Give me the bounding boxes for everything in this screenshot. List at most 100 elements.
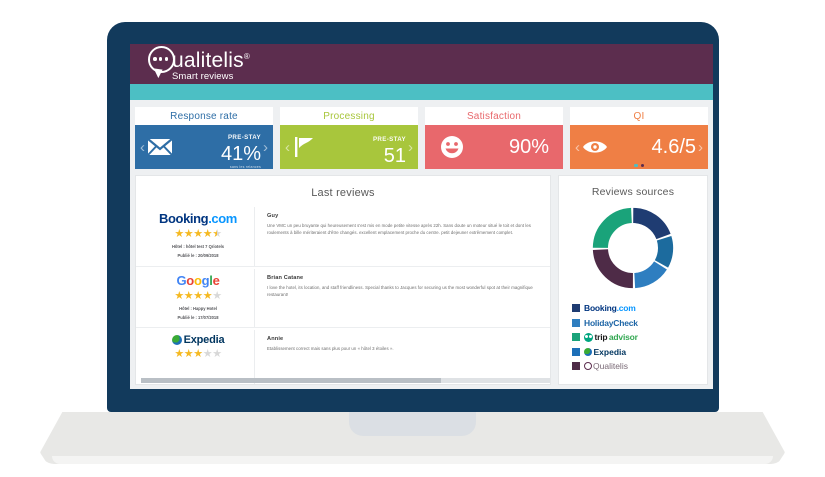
- legend-item-tripadvisor[interactable]: trip advisor: [572, 332, 707, 342]
- kpi-value-block: PRE-STAY 51: [320, 128, 408, 167]
- tripadvisor-owl-icon: [584, 332, 593, 342]
- kpi-body[interactable]: 90%: [425, 125, 563, 169]
- review-source-block: Google ★★★★★ Hôtel : Happy Hotel Publié …: [142, 269, 254, 327]
- legend-swatch: [572, 333, 580, 341]
- chart-legend: Booking.com HolidayCheck trip advisor Exp…: [572, 303, 707, 371]
- laptop-base-edge: [52, 456, 773, 464]
- review-date: Publié le : 20/09/2018: [177, 253, 219, 258]
- kpi-subtitle: PRE-STAY: [227, 133, 261, 141]
- eye-icon: [580, 138, 610, 156]
- review-text: Une VMC un peu bruyante qui heureusement…: [267, 223, 532, 235]
- rating-stars: ★★★★★: [174, 290, 222, 302]
- review-text: I love the hotel, its location, and staf…: [267, 285, 533, 297]
- horizontal-scrollbar[interactable]: [141, 378, 550, 383]
- legend-swatch: [572, 347, 580, 356]
- legend-swatch: [572, 318, 580, 327]
- dashboard-content: Last reviews Booking.com ★★★★★ Hôtel : h…: [130, 175, 713, 385]
- reviews-sources-panel: Reviews sources Booking.com HolidayCheck: [558, 175, 708, 385]
- review-source-block: Booking.com ★★★★★ Hôtel : hôtel test 7 Q…: [142, 207, 254, 266]
- last-reviews-panel: Last reviews Booking.com ★★★★★ Hôtel : h…: [135, 175, 551, 385]
- kpi-body[interactable]: ‹ PRE-STAY 41% sans les relances ›: [135, 125, 273, 169]
- kpi-value-block: 4.6/5: [610, 135, 698, 158]
- expedia-logo: Expedia: [142, 334, 254, 346]
- review-author: Guy: [267, 213, 279, 219]
- envelope-icon: [145, 138, 175, 156]
- smiley-icon: [437, 135, 467, 159]
- scrollbar-thumb[interactable]: [141, 378, 441, 383]
- donut-chart: [559, 205, 707, 291]
- kpi-body[interactable]: ‹ PRE-STAY 51 ›: [280, 125, 418, 169]
- legend-swatch: [572, 362, 580, 370]
- kpi-subtitle: PRE-STAY: [372, 135, 406, 143]
- expedia-globe-icon: [171, 335, 182, 345]
- expedia-globe-icon: [584, 347, 592, 356]
- flag-icon: [290, 136, 320, 158]
- legend-item-expedia[interactable]: Expedia: [572, 347, 707, 357]
- legend-item-holidaycheck[interactable]: HolidayCheck: [572, 318, 707, 328]
- speech-bubble-icon: [148, 46, 175, 79]
- rating-stars: ★★★★★: [174, 228, 222, 240]
- legend-swatch: [572, 304, 580, 312]
- kpi-card-qi[interactable]: QI ‹ 4.6/5 ›: [570, 107, 708, 169]
- kpi-title: Satisfaction: [425, 107, 563, 125]
- next-arrow-icon[interactable]: ›: [263, 138, 268, 156]
- rating-stars: ★★★★★: [174, 348, 222, 360]
- legend-label: Booking: [584, 303, 617, 313]
- next-arrow-icon[interactable]: ›: [408, 138, 413, 156]
- kpi-value: 41%: [220, 142, 261, 165]
- accent-bar: [130, 84, 713, 100]
- kpi-title: QI: [570, 107, 708, 125]
- legend-label: trip: [594, 332, 608, 342]
- legend-label: HolidayCheck: [584, 317, 638, 328]
- review-source-block: Expedia ★★★★★: [142, 330, 254, 384]
- review-item[interactable]: Booking.com ★★★★★ Hôtel : hôtel test 7 Q…: [136, 205, 550, 266]
- review-author: Annie: [267, 336, 284, 342]
- kpi-body[interactable]: ‹ 4.6/5 ›: [570, 125, 708, 169]
- panel-title: Reviews sources: [591, 186, 675, 198]
- review-body: Brian Catane I love the hotel, its locat…: [254, 269, 540, 327]
- kpi-card-response-rate[interactable]: Response rate ‹ PRE-STAY 41% sans les re…: [135, 107, 273, 169]
- app-logo[interactable]: ualitelis® Smart reviews: [148, 46, 250, 82]
- kpi-value-block: PRE-STAY 41% sans les relances: [175, 126, 263, 169]
- kpi-card-satisfaction[interactable]: Satisfaction 90%: [425, 107, 563, 169]
- next-arrow-icon[interactable]: ›: [698, 138, 703, 156]
- google-logo: Google: [176, 273, 220, 288]
- review-item[interactable]: Google ★★★★★ Hôtel : Happy Hotel Publié …: [136, 266, 550, 327]
- kpi-row: Response rate ‹ PRE-STAY 41% sans les re…: [130, 100, 713, 175]
- prev-arrow-icon[interactable]: ‹: [285, 138, 290, 156]
- app-screen: ualitelis® Smart reviews Response rate ‹…: [130, 44, 713, 389]
- logo-tagline: Smart reviews: [172, 71, 234, 82]
- logo-name: ualitelis®: [172, 49, 250, 72]
- prev-arrow-icon[interactable]: ‹: [575, 138, 580, 156]
- review-item[interactable]: Expedia ★★★★★ Annie Etablissement correc…: [136, 327, 550, 384]
- kpi-value: 51: [383, 144, 406, 167]
- kpi-value: 4.6/5: [651, 135, 696, 158]
- kpi-value-block: 90%: [467, 135, 551, 158]
- review-date: Publié le : 17/07/2018: [177, 315, 219, 320]
- legend-label: Expedia: [593, 346, 627, 357]
- legend-item-qualitelis[interactable]: Qualitelis: [572, 361, 707, 371]
- review-author: Brian Catane: [267, 275, 304, 281]
- laptop-trackpad-notch: [349, 412, 476, 436]
- qualitelis-bubble-icon: [584, 362, 592, 370]
- review-body: Annie Etablissement correct mais sans pl…: [254, 330, 540, 384]
- review-body: Guy Une VMC un peu bruyante qui heureuse…: [254, 207, 540, 266]
- review-hotel: Hôtel : Happy Hotel: [179, 306, 217, 311]
- kpi-title: Processing: [280, 107, 418, 125]
- legend-label: Qualitelis: [593, 361, 628, 371]
- booking-logo: Booking.com: [159, 211, 237, 226]
- logo-registered-mark: ®: [243, 52, 250, 61]
- panel-title: Last reviews: [311, 187, 375, 199]
- review-hotel: Hôtel : hôtel test 7 Qriotels: [171, 244, 225, 249]
- app-header: ualitelis® Smart reviews: [130, 44, 713, 84]
- kpi-card-processing[interactable]: Processing ‹ PRE-STAY 51 ›: [280, 107, 418, 169]
- legend-item-booking[interactable]: Booking.com: [572, 303, 707, 313]
- kpi-note: sans les relances: [229, 164, 261, 169]
- kpi-value: 90%: [508, 135, 549, 158]
- kpi-pagination-dots[interactable]: [570, 163, 708, 167]
- kpi-title: Response rate: [135, 107, 273, 125]
- donut-chart-svg: [592, 207, 674, 289]
- review-text: Etablissement correct mais sans plus pou…: [267, 346, 394, 351]
- prev-arrow-icon[interactable]: ‹: [140, 138, 145, 156]
